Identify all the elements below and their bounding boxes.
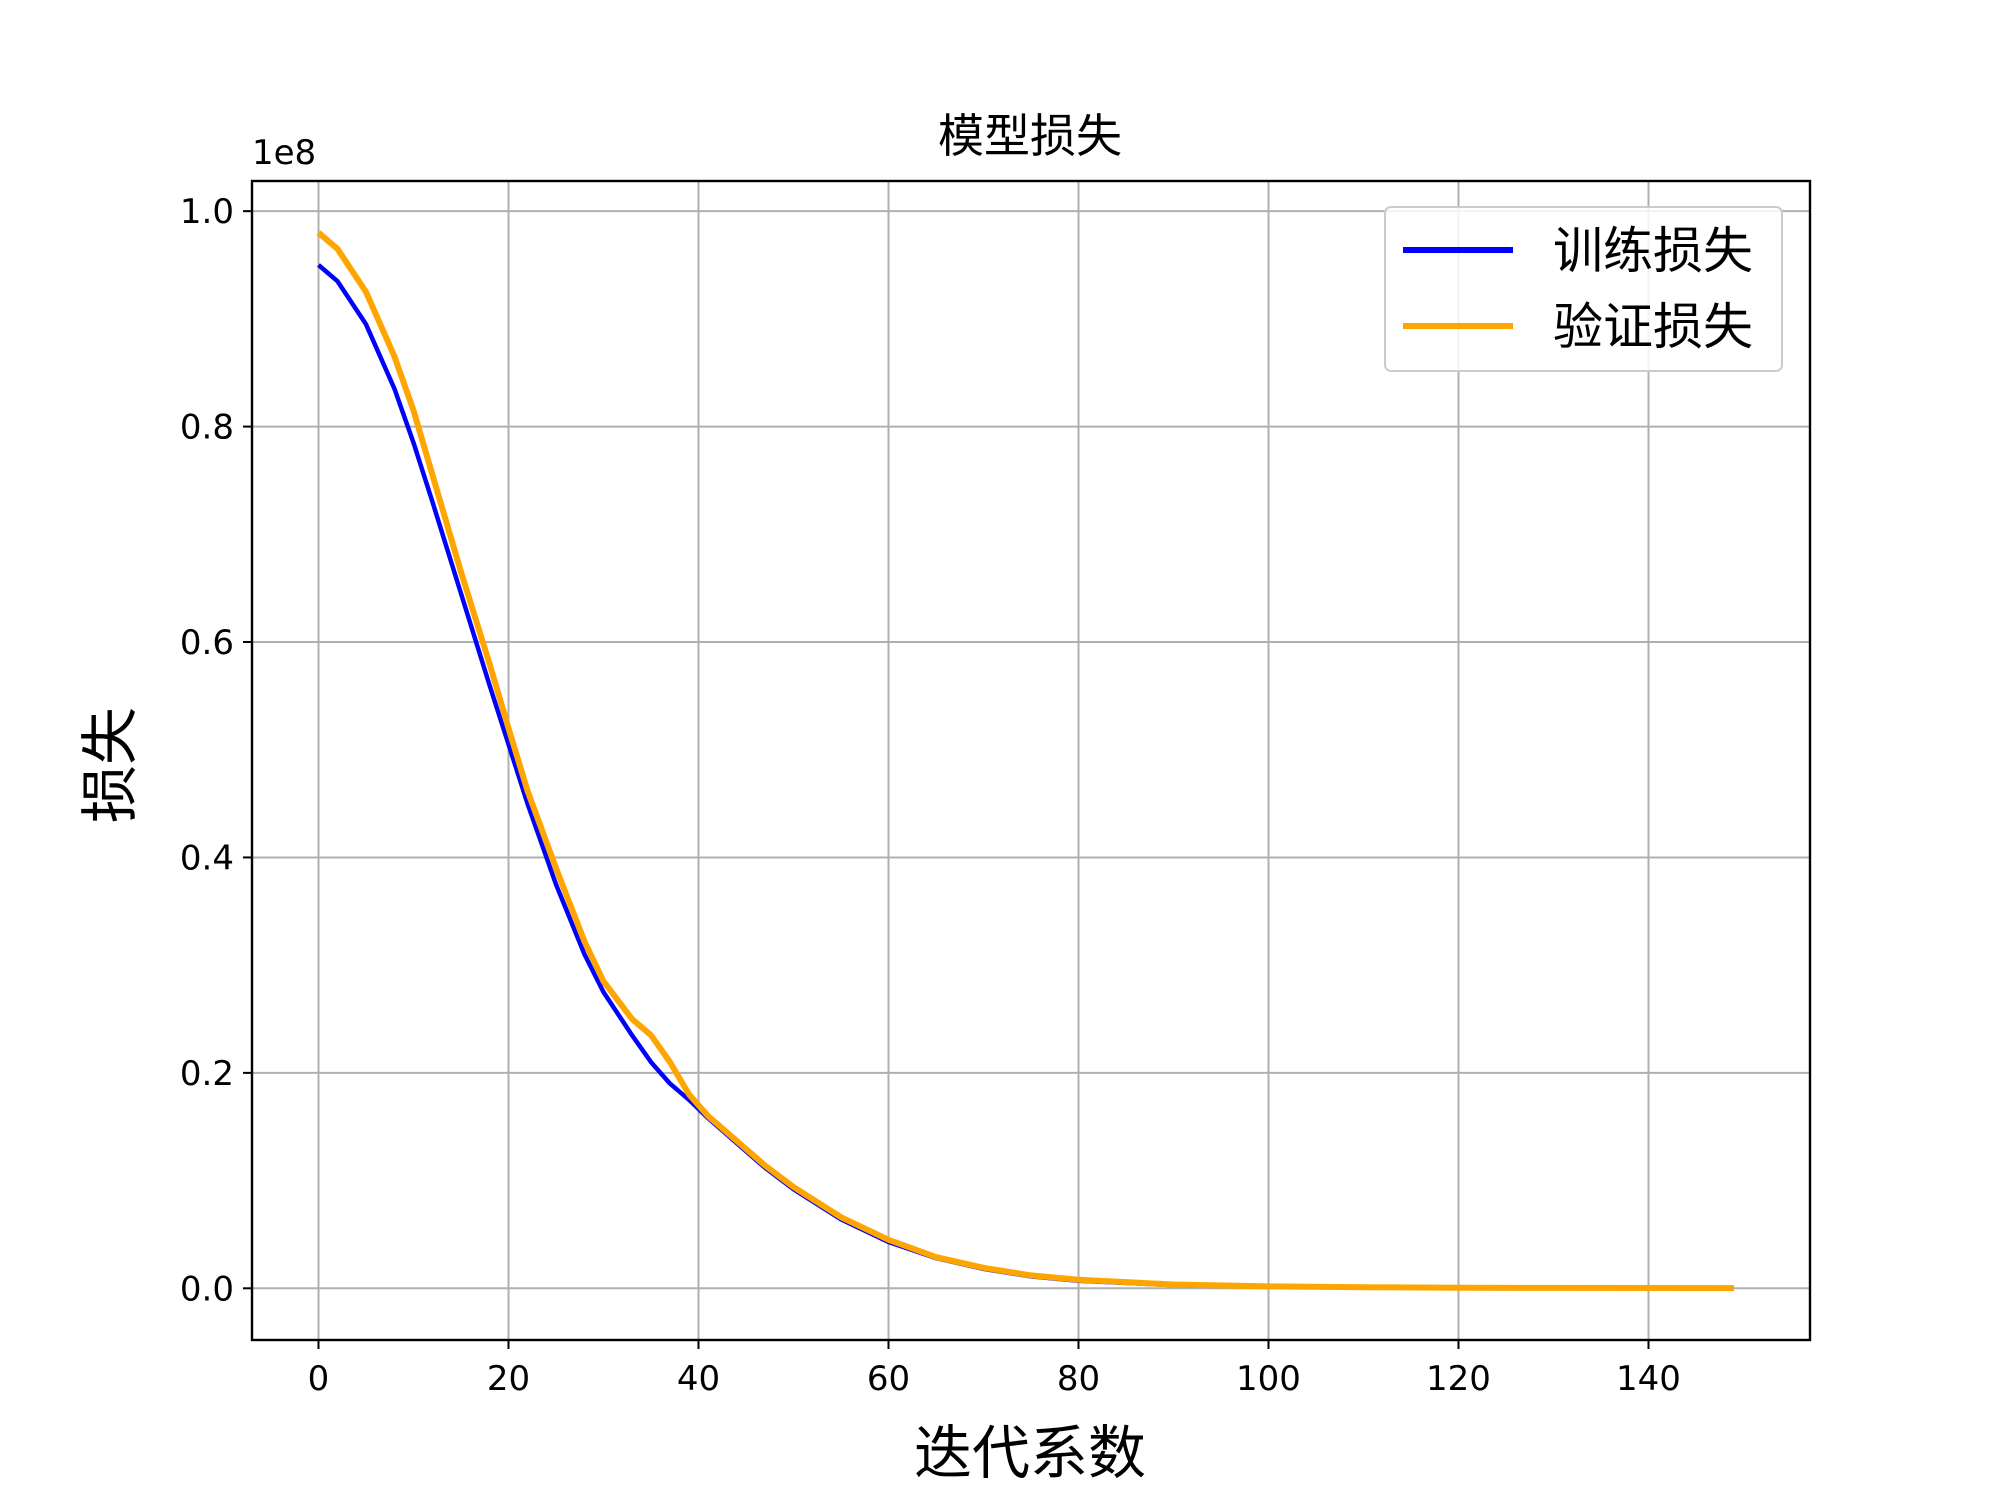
x-tick-label: 120 [1426, 1359, 1491, 1399]
validation-loss-line [316, 230, 1735, 1292]
y-tick-label: 0.0 [180, 1269, 234, 1309]
legend: 训练损失 验证损失 [1384, 206, 1783, 372]
ticks: 0 20 40 60 80 100 120 140 0.0 0.2 0.4 0.6 0.8 1.0 [180, 192, 1681, 1399]
grid [252, 181, 1810, 1340]
x-tick-label: 100 [1236, 1359, 1301, 1399]
y-tick-label: 1.0 [180, 192, 234, 232]
series-layer [316, 230, 1735, 1292]
legend-label-training: 训练损失 [1553, 222, 1753, 280]
y-tick-label: 0.2 [180, 1054, 234, 1094]
y-axis-title: 损失 [76, 707, 144, 823]
x-tick-label: 20 [487, 1359, 530, 1399]
x-tick-label: 60 [867, 1359, 910, 1399]
x-tick-label: 40 [677, 1359, 720, 1399]
x-tick-label: 80 [1057, 1359, 1100, 1399]
x-tick-label: 140 [1616, 1359, 1681, 1399]
y-tick-label: 0.4 [180, 838, 234, 878]
x-axis-title: 迭代系数 [914, 1419, 1146, 1487]
y-tick-label: 0.6 [180, 623, 234, 663]
chart-title: 模型损失 [938, 109, 1122, 163]
x-tick-label: 0 [308, 1359, 330, 1399]
legend-label-validation: 验证损失 [1553, 298, 1753, 356]
plot-frame [250, 179, 1812, 1342]
y-tick-label: 0.8 [180, 408, 234, 448]
y-offset-label: 1e8 [252, 133, 316, 173]
